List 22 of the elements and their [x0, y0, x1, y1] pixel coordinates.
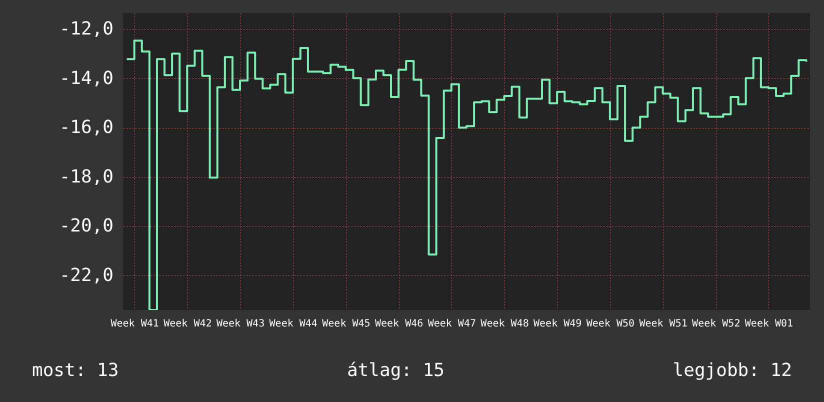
x-tick-label: Week W43 [216, 318, 265, 330]
y-tick-label: -12,0 [59, 18, 114, 40]
x-tick-label: Week W51 [639, 318, 688, 330]
y-tick-label: -16,0 [59, 117, 114, 138]
y-tick-label: -20,0 [59, 216, 114, 237]
x-tick-label: Week W45 [322, 318, 370, 330]
y-tick-label: -18,0 [59, 166, 114, 188]
x-tick-label: Week W46 [374, 318, 424, 330]
x-tick-label: Week W48 [480, 318, 529, 330]
x-tick-label: Week W01 [744, 318, 794, 330]
x-tick-label: Week W50 [586, 318, 635, 330]
text: most: 13 [32, 360, 119, 381]
text: átlag: 15 [346, 360, 445, 381]
y-tick-label: -14,0 [59, 68, 114, 89]
x-tick-label: Week W42 [164, 318, 212, 330]
x-tick-label: Week W49 [534, 318, 582, 330]
x-tick-label: Week W47 [428, 318, 476, 330]
text: legjobb: 12 [672, 360, 792, 381]
x-tick-label: Week W41 [110, 318, 159, 330]
x-tick-label: Week W44 [269, 318, 318, 330]
x-tick-label: Week W52 [692, 318, 740, 330]
y-tick-label: -22,0 [59, 264, 114, 286]
